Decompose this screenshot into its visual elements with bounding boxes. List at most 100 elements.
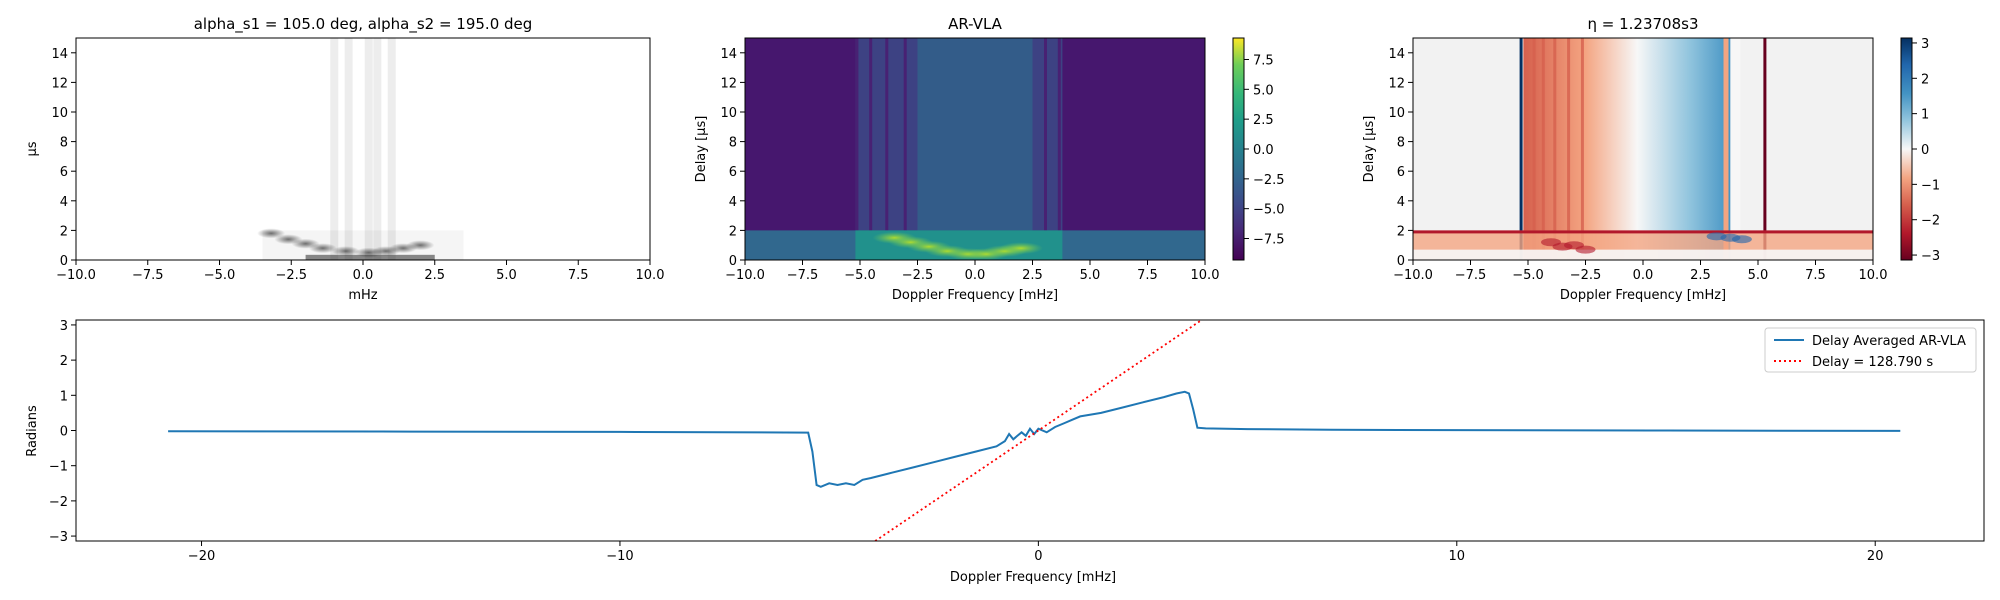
dark-streak (885, 38, 889, 260)
y-tick-label: −1 (49, 460, 68, 475)
x-tick-label: −20 (188, 549, 215, 564)
y-tick-label: 4 (1397, 195, 1405, 210)
y-tick-label: −3 (49, 530, 68, 545)
x-tick-label: 5.0 (496, 268, 517, 283)
colorbar-tick-label: 5.0 (1253, 83, 1274, 98)
bright-arc-blob (999, 242, 1043, 255)
panel-2-title: AR-VLA (948, 15, 1003, 33)
panel-4-legend: Delay Averaged AR-VLA Delay = 128.790 s (1764, 327, 1977, 373)
panel-1-y-axis: 0 2 4 6 8 10 12 14 (51, 47, 76, 269)
x-tick-label: −2.5 (275, 268, 307, 283)
y-tick-label: 14 (51, 47, 68, 62)
dark-streak (903, 38, 907, 260)
y-tick-label: 8 (1397, 136, 1405, 151)
colorbar-tick-label: −2.5 (1253, 173, 1285, 188)
panel-1-x-axis: −10.0 −7.5 −5.0 −2.5 0.0 2.5 5.0 7.5 10.0 (56, 260, 664, 283)
vertical-streak (373, 38, 382, 260)
y-tick-label: 10 (1388, 106, 1405, 121)
panel-2-xlabel: Doppler Frequency [mHz] (892, 288, 1058, 303)
y-tick-label: 0 (60, 254, 68, 269)
panel-1-title: alpha_s1 = 105.0 deg, alpha_s2 = 195.0 d… (194, 15, 533, 34)
x-tick-label: −2.5 (1570, 268, 1602, 283)
low-delay-base (1413, 249, 1873, 260)
colorbar-tick-label: 2 (1921, 72, 1929, 87)
x-tick-label: 10.0 (1191, 268, 1220, 283)
panel-3-x-axis: −10.0 −7.5 −5.0 −2.5 0.0 2.5 5.0 7.5 10.0 (1393, 260, 1887, 283)
x-tick-label: 5.0 (1080, 268, 1101, 283)
phase-streak (1730, 38, 1741, 260)
y-tick-label: 12 (720, 76, 737, 91)
dark-streak (1044, 38, 1047, 260)
panel-2-ylabel-text: Delay [μs] (694, 116, 709, 183)
vertical-streak (344, 38, 353, 260)
dark-streak (855, 38, 859, 260)
panel-1-ylabel: μs (25, 141, 40, 156)
colorbar-tick-label: 7.5 (1253, 53, 1274, 68)
x-tick-label: −7.5 (132, 268, 164, 283)
x-tick-label: −10.0 (1393, 268, 1433, 283)
x-tick-label: −10.0 (725, 268, 765, 283)
x-tick-label: −5.0 (204, 268, 236, 283)
phase-edge-line (1763, 38, 1767, 260)
x-tick-label: −5.0 (844, 268, 876, 283)
y-tick-label: 6 (1397, 165, 1405, 180)
y-tick-label: 2 (60, 224, 68, 239)
x-tick-label: 0 (1034, 549, 1042, 564)
panel-3-colorbar-ticks: 3 2 1 0 −1 −2 −3 (1912, 37, 1940, 264)
legend-label-series-2: Delay = 128.790 s (1812, 355, 1933, 370)
y-tick-label: 6 (60, 165, 68, 180)
panel-1-plot-background (76, 38, 650, 260)
vertical-streak (330, 38, 339, 260)
panel-2-ylabel: Delay [μs] (694, 116, 709, 183)
vertical-streak (364, 38, 373, 260)
phase-streak (1723, 38, 1729, 260)
y-tick-label: 10 (720, 106, 737, 121)
panel-2-y-axis: 0 2 4 6 8 10 12 14 (720, 47, 745, 269)
x-tick-label: 20 (1867, 549, 1884, 564)
panel-1-heatmap (257, 38, 464, 260)
panel-2-colorbar (1232, 37, 1245, 261)
panel-2-heatmap (745, 38, 1205, 260)
x-tick-label: 5.0 (1748, 268, 1769, 283)
x-tick-label: 2.5 (424, 268, 445, 283)
intensity-blob (308, 243, 337, 254)
y-tick-label: 2 (729, 224, 737, 239)
x-tick-label: −2.5 (902, 268, 934, 283)
intensity-blob (406, 240, 435, 251)
x-tick-label: 10.0 (1859, 268, 1888, 283)
panel-1: alpha_s1 = 105.0 deg, alpha_s2 = 195.0 d… (25, 15, 664, 303)
x-tick-label: 0.0 (965, 268, 986, 283)
center-core (917, 38, 1033, 260)
x-tick-label: −7.5 (1455, 268, 1487, 283)
y-tick-label: 1 (60, 389, 68, 404)
colorbar-tick-label: 0 (1921, 143, 1929, 158)
colorbar-tick-label: −2 (1921, 214, 1940, 229)
panel-4-lines (168, 320, 1901, 541)
panel-3-title: η = 1.23708s3 (1588, 15, 1699, 33)
y-tick-label: 10 (51, 106, 68, 121)
y-tick-label: 2 (60, 354, 68, 369)
y-tick-label: 3 (60, 319, 68, 334)
series-delay-reference-line (874, 320, 1203, 541)
x-tick-label: −10.0 (56, 268, 96, 283)
y-tick-label: 6 (729, 165, 737, 180)
x-tick-label: −7.5 (787, 268, 819, 283)
colorbar-tick-label: −3 (1921, 249, 1940, 264)
panel-2-x-axis: −10.0 −7.5 −5.0 −2.5 0.0 2.5 5.0 7.5 10.0 (725, 260, 1219, 283)
panel-4-y-axis: 3 2 1 0 −1 −2 −3 (49, 319, 76, 545)
x-tick-label: 7.5 (1805, 268, 1826, 283)
x-tick-label: 2.5 (1690, 268, 1711, 283)
phase-streak (1567, 38, 1571, 260)
intensity-blob (257, 228, 286, 239)
panel-3: η = 1.23708s3 −10.0 −7.5 −5.0 −2.5 0.0 2.5 5.0… (1362, 15, 1940, 303)
panel-3-y-axis: 0 2 4 6 8 10 12 14 (1388, 47, 1413, 269)
y-tick-label: 0 (729, 254, 737, 269)
y-tick-label: 14 (1388, 47, 1405, 62)
x-tick-label: 2.5 (1022, 268, 1043, 283)
x-tick-label: 0.0 (353, 268, 374, 283)
y-tick-label: 0 (60, 425, 68, 440)
phase-speckle (1575, 245, 1596, 254)
y-tick-label: 8 (729, 136, 737, 151)
